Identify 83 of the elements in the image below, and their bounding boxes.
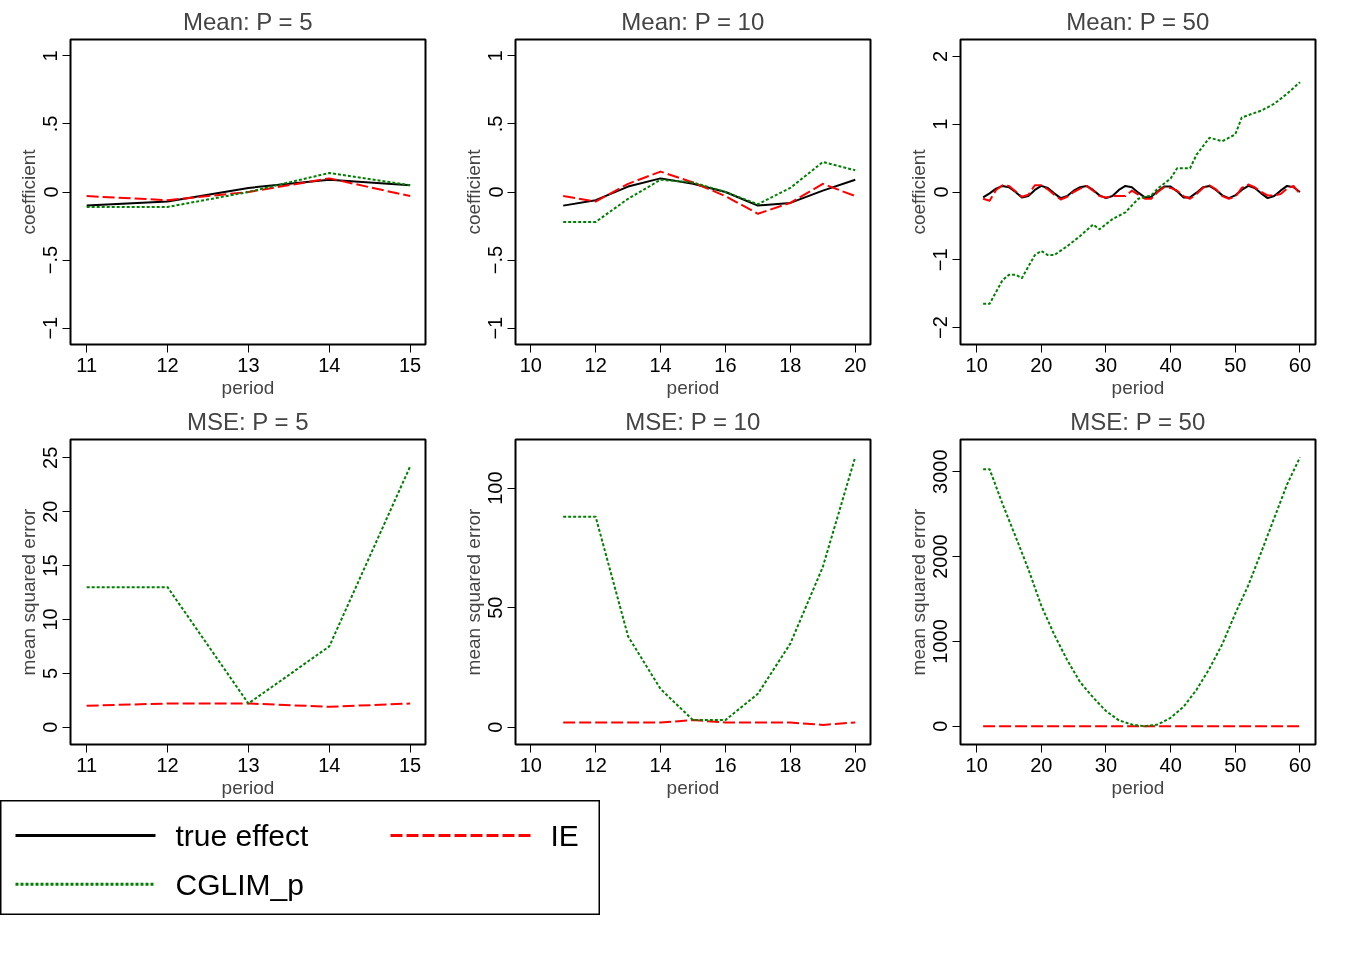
x-tick-label: 50 bbox=[1224, 753, 1247, 776]
x-tick-label: 10 bbox=[965, 753, 988, 776]
y-tick-label: 20 bbox=[39, 500, 62, 523]
y-tick-label: −1 bbox=[929, 248, 952, 272]
x-tick-label: 12 bbox=[584, 353, 607, 376]
x-tick-label: 15 bbox=[399, 353, 422, 376]
x-axis-title: period bbox=[221, 376, 275, 398]
y-tick-label: 10 bbox=[39, 608, 62, 631]
y-tick-label: 0 bbox=[39, 186, 62, 198]
x-tick-label: 60 bbox=[1288, 353, 1312, 376]
chart-title: MSE: P = 5 bbox=[186, 407, 309, 435]
y-tick-label: −.5 bbox=[484, 245, 507, 275]
y-axis-title: mean squared error bbox=[462, 507, 484, 676]
x-tick-label: 50 bbox=[1224, 353, 1247, 376]
x-tick-label: 10 bbox=[965, 353, 988, 376]
y-tick-label: 1 bbox=[484, 50, 507, 62]
x-tick-label: 15 bbox=[399, 753, 422, 776]
x-tick-label: 10 bbox=[519, 753, 542, 776]
y-tick-label: 3000 bbox=[929, 449, 952, 494]
chart-title: MSE: P = 50 bbox=[1070, 407, 1206, 435]
chart-title: Mean: P = 10 bbox=[621, 7, 765, 35]
y-axis-title: mean squared error bbox=[907, 507, 929, 676]
legend-label: true effect bbox=[175, 819, 310, 853]
x-axis-title: period bbox=[1111, 776, 1165, 798]
x-tick-label: 10 bbox=[519, 353, 542, 376]
y-tick-label: .5 bbox=[484, 115, 507, 133]
y-tick-label: 0 bbox=[929, 186, 952, 198]
x-tick-label: 14 bbox=[318, 353, 341, 376]
x-tick-label: 16 bbox=[714, 353, 737, 376]
chart-title: Mean: P = 50 bbox=[1066, 7, 1210, 35]
x-tick-label: 14 bbox=[649, 353, 672, 376]
x-tick-label: 18 bbox=[779, 753, 802, 776]
y-axis-title: mean squared error bbox=[17, 507, 39, 676]
y-axis-title: coefficient bbox=[17, 148, 39, 235]
y-axis-title: coefficient bbox=[907, 148, 929, 235]
y-tick-label: −.5 bbox=[39, 245, 62, 275]
y-tick-label: 100 bbox=[484, 471, 507, 505]
y-tick-label: −1 bbox=[39, 316, 62, 340]
x-tick-label: 13 bbox=[237, 353, 260, 376]
y-tick-label: 0 bbox=[484, 721, 507, 733]
y-tick-label: 5 bbox=[39, 667, 62, 679]
x-tick-label: 60 bbox=[1288, 753, 1312, 776]
y-tick-label: 0 bbox=[39, 721, 62, 733]
y-tick-label: 0 bbox=[929, 720, 952, 732]
x-tick-label: 14 bbox=[318, 753, 341, 776]
y-tick-label: 2000 bbox=[929, 534, 952, 579]
y-tick-label: 50 bbox=[484, 596, 507, 619]
x-tick-label: 20 bbox=[844, 753, 867, 776]
x-axis-title: period bbox=[1111, 376, 1165, 398]
x-axis-title: period bbox=[666, 376, 720, 398]
x-tick-label: 12 bbox=[156, 753, 179, 776]
y-tick-label: .5 bbox=[39, 115, 62, 133]
y-tick-label: 1 bbox=[929, 118, 952, 130]
x-axis-title: period bbox=[666, 776, 720, 798]
chart-title: Mean: P = 5 bbox=[182, 7, 313, 35]
y-tick-label: 1000 bbox=[929, 619, 952, 664]
y-tick-label: −1 bbox=[484, 316, 507, 340]
y-axis-title: coefficient bbox=[462, 148, 484, 235]
y-tick-label: 25 bbox=[39, 446, 62, 469]
x-tick-label: 12 bbox=[584, 753, 607, 776]
x-tick-label: 11 bbox=[76, 753, 98, 776]
x-tick-label: 30 bbox=[1094, 353, 1118, 376]
x-tick-label: 20 bbox=[1030, 353, 1053, 376]
x-tick-label: 30 bbox=[1094, 753, 1118, 776]
y-tick-label: 15 bbox=[39, 554, 62, 577]
x-tick-label: 13 bbox=[237, 753, 260, 776]
y-tick-label: 2 bbox=[929, 50, 952, 63]
x-tick-label: 14 bbox=[649, 753, 672, 776]
x-axis-title: period bbox=[221, 776, 275, 798]
x-tick-label: 12 bbox=[156, 353, 179, 376]
x-tick-label: 20 bbox=[1030, 753, 1053, 776]
legend-label: IE bbox=[550, 819, 579, 853]
chart-title: MSE: P = 10 bbox=[625, 407, 761, 435]
y-tick-label: −2 bbox=[929, 316, 952, 339]
x-tick-label: 20 bbox=[844, 353, 867, 376]
x-tick-label: 40 bbox=[1159, 753, 1182, 776]
legend-label: CGLIM_p bbox=[175, 867, 304, 901]
x-tick-label: 11 bbox=[76, 353, 98, 376]
y-tick-label: 1 bbox=[39, 50, 62, 62]
x-tick-label: 18 bbox=[779, 353, 802, 376]
x-tick-label: 16 bbox=[714, 753, 737, 776]
x-tick-label: 40 bbox=[1159, 353, 1182, 376]
y-tick-label: 0 bbox=[484, 186, 507, 198]
